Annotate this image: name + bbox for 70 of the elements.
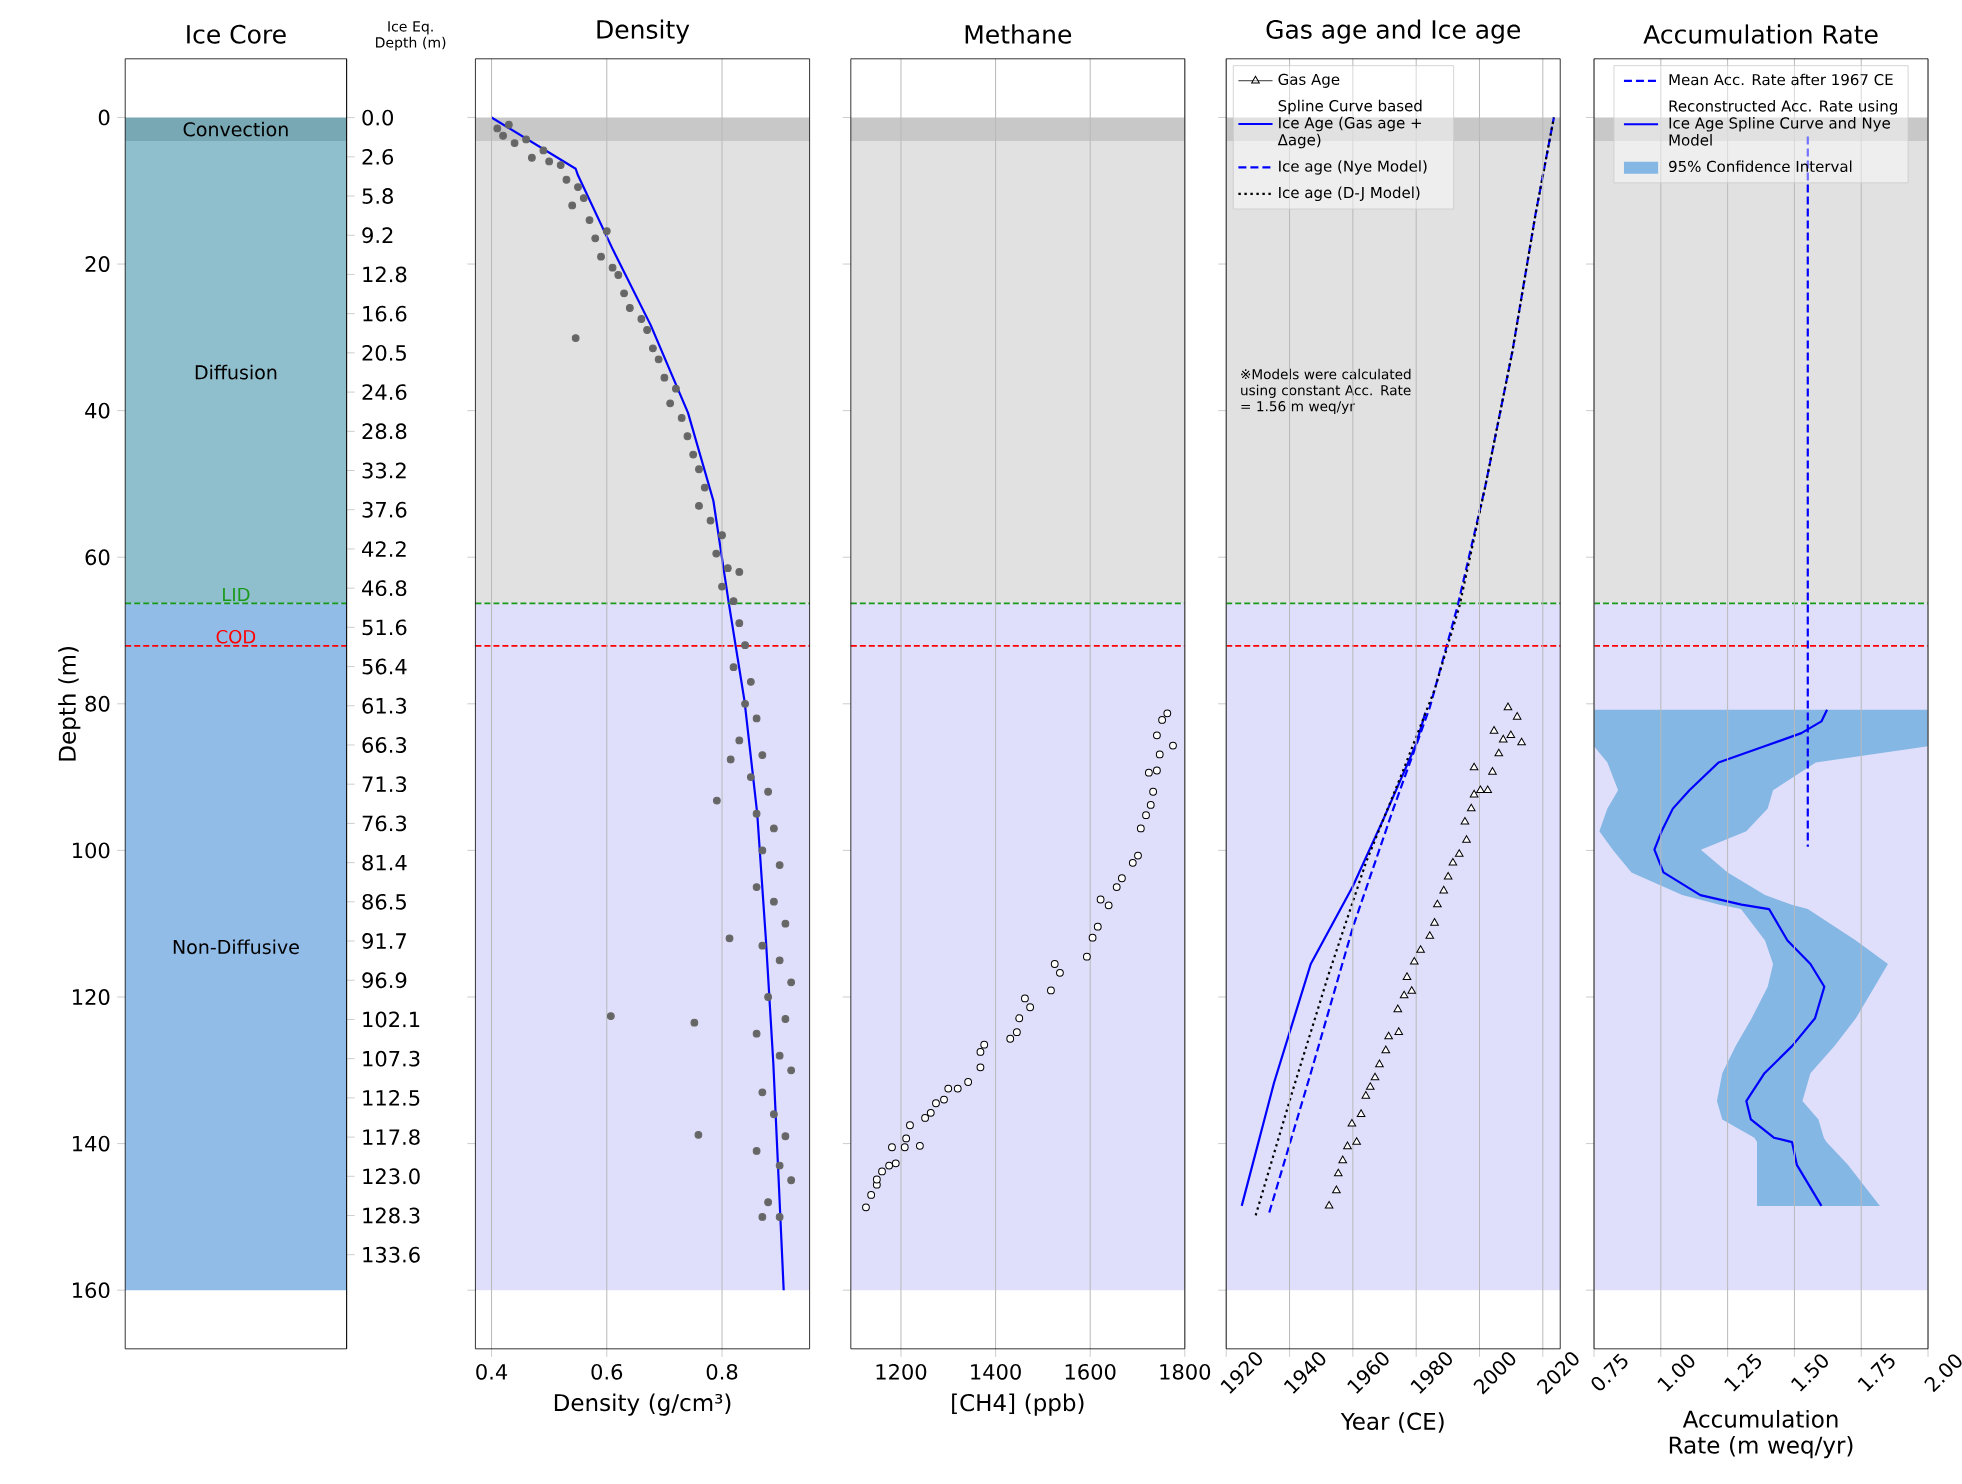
- x-tick-label: 0.6: [591, 1363, 623, 1380]
- x-tick-label: 0.8: [706, 1363, 738, 1380]
- category-label: 5.8: [362, 188, 393, 204]
- x-axis-title: Accumulation Rate (m weq/yr): [1669, 1409, 1853, 1459]
- x-axis-title: Year (CE): [1340, 1412, 1444, 1433]
- category-label: 102.1: [363, 1011, 420, 1028]
- legend-label: Spline Curve based Ice Age (Gas age + Δage): [1277, 99, 1422, 149]
- category-label: 66.3: [362, 737, 407, 753]
- y2-axis-title: Ice Eq. Depth (m): [376, 21, 446, 51]
- category-label: 117.8: [363, 1129, 420, 1146]
- ref-line-label: COD: [216, 629, 256, 644]
- y-tick-label: 20: [85, 256, 110, 272]
- series-label: Non-Diffusive: [173, 939, 299, 955]
- category-label: 24.6: [362, 384, 407, 401]
- chart-title: Accumulation Rate: [1643, 24, 1878, 44]
- legend-label: 95% Confidence Interval: [1669, 160, 1852, 173]
- legend-label: Ice age (D-J Model): [1279, 186, 1420, 202]
- y-tick-label: 40: [85, 402, 110, 419]
- legend-label: Gas Age: [1278, 73, 1340, 88]
- category-label: 123.0: [363, 1168, 420, 1185]
- y-tick-label: 80: [85, 695, 110, 712]
- series-label: Diffusion: [195, 364, 277, 380]
- x-axis-title: [CH4] (ppb): [952, 1393, 1084, 1416]
- category-label: 71.3: [362, 776, 407, 793]
- category-label: 96.9: [362, 972, 407, 989]
- x-tick-label: 1200: [876, 1363, 927, 1380]
- category-label: 107.3: [363, 1050, 420, 1067]
- category-label: 12.8: [363, 266, 407, 283]
- category-label: 46.8: [362, 580, 407, 597]
- category-label: 112.5: [363, 1089, 420, 1106]
- legend-label: Mean Acc. Rate after 1967 CE: [1669, 73, 1893, 86]
- category-label: 133.6: [363, 1246, 420, 1263]
- category-label: 2.6: [362, 148, 394, 165]
- category-label: 28.8: [362, 423, 407, 440]
- y-tick-label: 120: [73, 989, 110, 1005]
- category-label: 56.4: [362, 658, 407, 675]
- category-label: 42.2: [362, 541, 406, 557]
- category-label: 16.6: [363, 305, 407, 322]
- chart-title: Methane: [965, 24, 1072, 44]
- annotation: ※Models were calculated using constant Acc. Rate = 1.56 m weq/yr: [1241, 368, 1411, 414]
- category-label: 61.3: [362, 697, 407, 714]
- category-label: 81.4: [362, 854, 407, 871]
- category-label: 37.6: [362, 501, 407, 518]
- y-axis-title: Depth (m): [58, 646, 81, 761]
- chart-title: Density: [597, 19, 690, 44]
- x-tick-label: 1800: [1160, 1363, 1211, 1380]
- category-label: 20.5: [362, 344, 406, 361]
- x-tick-label: 1600: [1065, 1363, 1116, 1380]
- x-tick-label: 0.4: [476, 1363, 508, 1380]
- series-label: Convection: [183, 121, 288, 137]
- category-label: 91.7: [362, 933, 406, 949]
- y-tick-label: 160: [73, 1282, 110, 1299]
- ref-line-label: LID: [223, 587, 250, 601]
- chart-title: Ice Core: [187, 24, 286, 44]
- x-axis-title: Density (g/cm³): [554, 1393, 731, 1416]
- category-label: 128.3: [363, 1207, 420, 1224]
- category-label: 0.0: [362, 109, 393, 126]
- category-label: 86.5: [362, 893, 406, 910]
- category-label: 51.6: [362, 619, 407, 636]
- legend-label: Reconstructed Acc. Rate using Ice Age Spline Curve and Nye Model: [1669, 100, 1897, 146]
- chart-title: Gas age and Ice age: [1266, 19, 1521, 44]
- category-label: 9.2: [362, 227, 393, 244]
- y-tick-label: 0: [98, 109, 110, 126]
- x-tick-label: 1400: [971, 1363, 1021, 1380]
- y-tick-label: 60: [85, 549, 110, 566]
- category-label: 33.2: [362, 462, 406, 479]
- y-tick-label: 140: [73, 1135, 110, 1152]
- legend-label: Ice age (Nye Model): [1279, 160, 1427, 175]
- y-tick-label: 100: [73, 842, 110, 859]
- category-label: 76.3: [362, 815, 407, 832]
